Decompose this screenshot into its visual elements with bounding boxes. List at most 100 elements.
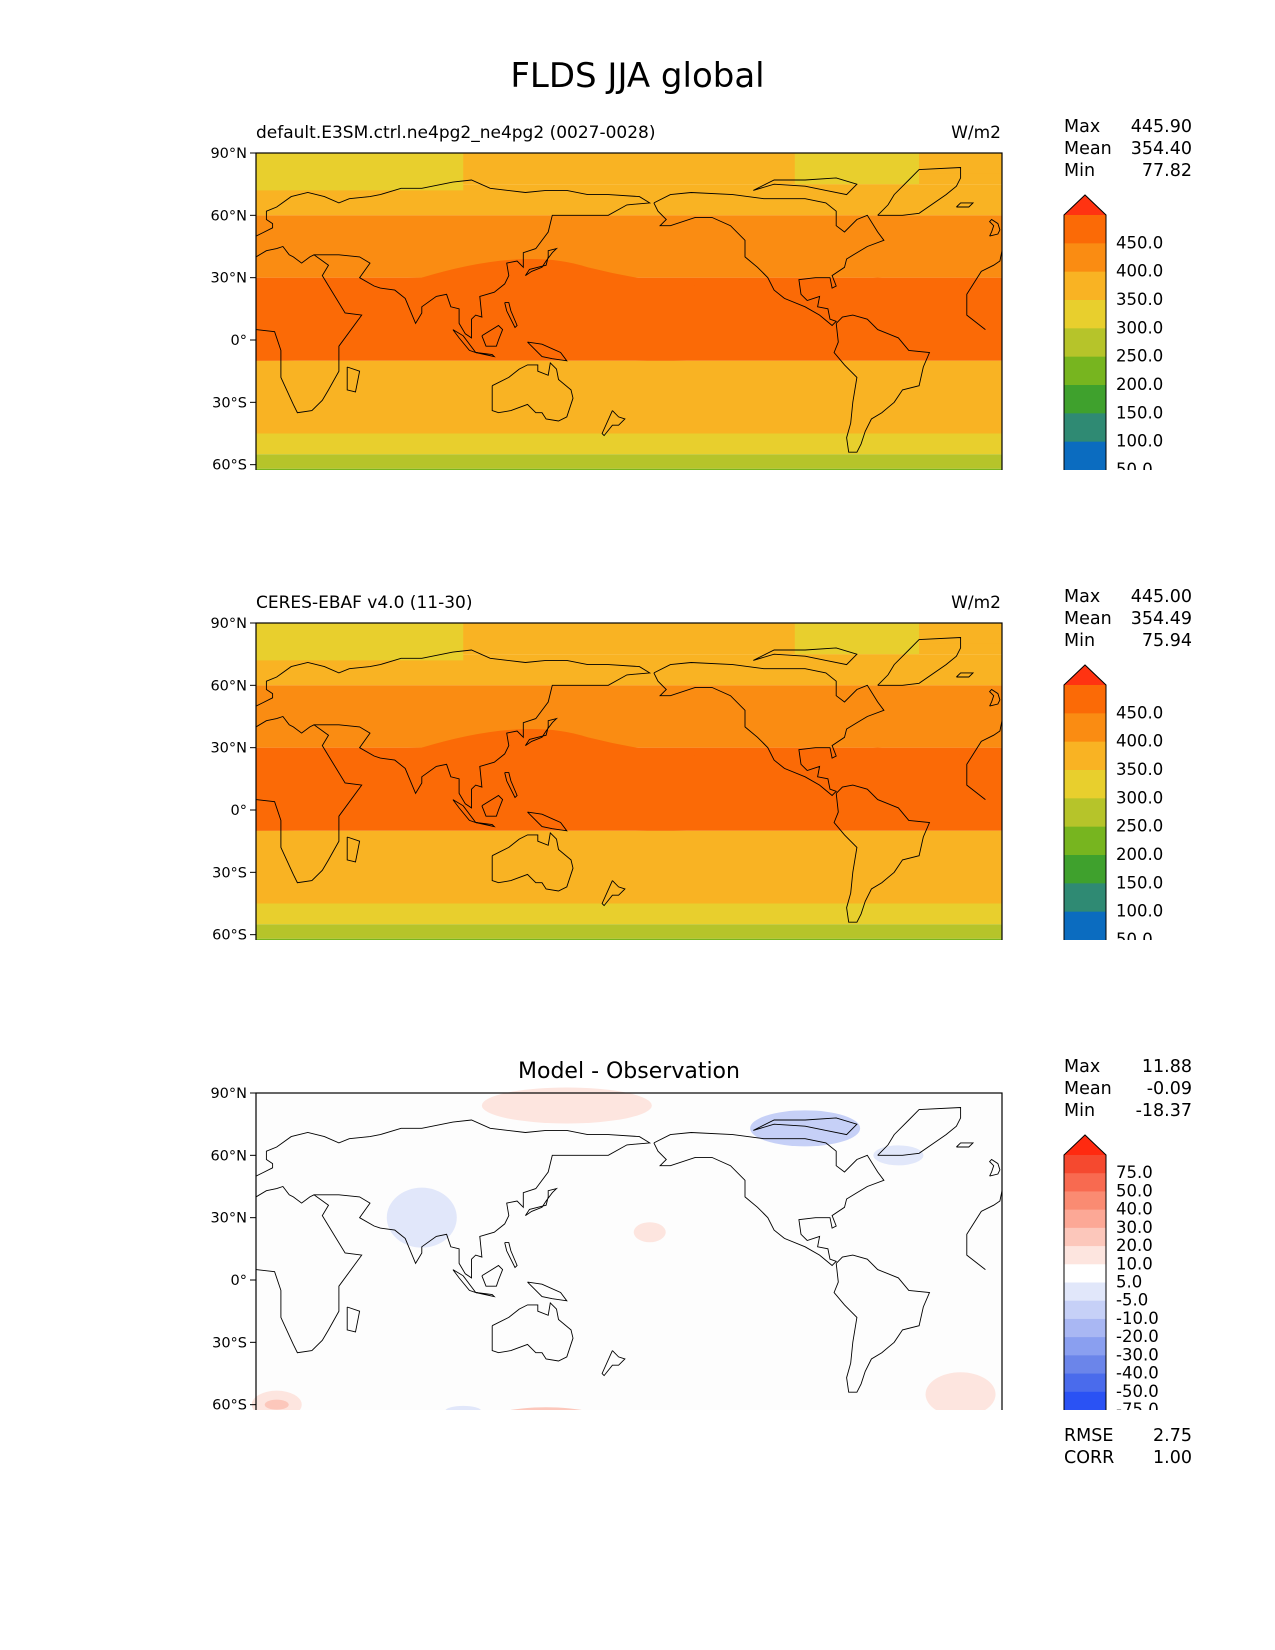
stat-label: Mean	[1064, 609, 1112, 629]
colorbar-tick-label: -10.0	[1116, 1309, 1159, 1328]
colorbar-segment	[1064, 713, 1106, 743]
field-band	[256, 360, 1002, 434]
coastline	[481, 794, 504, 817]
coastline	[504, 772, 518, 799]
colorbar-segment	[1064, 770, 1106, 799]
obs-panel: CERES-EBAF v4.0 (11-30) W/m2 90°N 60°N 30°…	[0, 470, 1275, 940]
anomaly-patch	[633, 1222, 666, 1243]
colorbar-segment	[1064, 1318, 1106, 1338]
stat-value: 445.00	[1130, 587, 1192, 607]
stat-value: 11.88	[1141, 1057, 1192, 1077]
coastline	[956, 1142, 975, 1148]
colorbar-tick-label: 30.0	[1116, 1218, 1153, 1237]
colorbar-tick-label: 400.0	[1116, 732, 1163, 751]
colorbar-segment	[1064, 300, 1106, 329]
coastline	[753, 177, 858, 196]
colorbar-tick-label: 5.0	[1116, 1273, 1142, 1292]
stat-value: -0.09	[1146, 1079, 1192, 1099]
colorbar-segment	[1064, 855, 1106, 884]
obs-map: 90°N60°N30°N0°30°S60°S90°S0°E60°E120°E18…	[210, 616, 1163, 940]
stat-value: 354.40	[1130, 139, 1192, 159]
colorbar-segment	[1064, 1191, 1106, 1211]
colorbar-segment	[1064, 911, 1106, 940]
coastline	[452, 329, 477, 354]
colorbar-segment	[1064, 1337, 1106, 1356]
coastline	[255, 1176, 363, 1354]
stat-label: Mean	[1064, 1079, 1112, 1099]
lat-tick-label: 60°S	[212, 458, 247, 470]
colorbar-segment	[1064, 271, 1106, 301]
coastline	[481, 324, 504, 347]
colorbar-tick-label: 50.0	[1116, 460, 1153, 470]
coastline	[255, 179, 652, 339]
metric-label: RMSE	[1064, 1426, 1114, 1446]
colorbar-tick-label: 350.0	[1116, 760, 1163, 779]
colorbar-segment	[1064, 883, 1106, 913]
coastline	[504, 302, 518, 329]
coastline	[491, 1301, 574, 1362]
anomaly-patch	[750, 1110, 861, 1147]
coastline	[653, 192, 885, 327]
colorbar-segment	[1064, 741, 1106, 771]
colorbar-segment	[1064, 685, 1106, 714]
diff-panel: Model - Observation 90°N 60°N 30°N 0° 30°S 60…	[0, 940, 1275, 1468]
colorbar-tick-label: 400.0	[1116, 262, 1163, 281]
panel-title: CERES-EBAF v4.0 (11-30)	[256, 593, 473, 613]
colorbar-segment	[1064, 1155, 1106, 1174]
lat-tick-label: 30°S	[212, 865, 247, 881]
field-band	[256, 433, 1002, 455]
field-band	[256, 903, 1002, 925]
anomaly-patch	[264, 1399, 289, 1410]
lat-tick-label: 60°S	[212, 928, 247, 940]
coastline	[504, 1242, 518, 1269]
coastline	[255, 649, 652, 809]
colorbar-tick-label: 200.0	[1116, 375, 1163, 394]
colorbar: 450.0 400.0 350.0 300.0 250.0 200.0 150.0 100.0…	[1063, 664, 1163, 940]
metric-value: 1.00	[1153, 1448, 1192, 1468]
model-map: 90°N60°N30°N0°30°S60°S90°S0°E60°E120°E18…	[210, 146, 1163, 470]
colorbar-tick-label: -50.0	[1116, 1382, 1159, 1401]
colorbar-segment	[1064, 441, 1106, 470]
anomaly-patch	[925, 1372, 996, 1410]
colorbar-tick-label: 450.0	[1116, 703, 1163, 722]
diff-map: 90°N60°N30°N0°30°S60°S90°S0°E60°E120°E18…	[210, 1086, 1159, 1410]
colorbar-tick-label: 250.0	[1116, 347, 1163, 366]
lat-tick-label: 30°N	[210, 1211, 247, 1227]
field-band	[256, 623, 464, 661]
coastline	[491, 361, 574, 422]
coastline	[833, 1254, 931, 1393]
anomaly-patch	[481, 1087, 652, 1124]
coastline	[346, 1306, 361, 1333]
stat-value: -18.37	[1135, 1101, 1192, 1121]
coastline	[475, 822, 496, 828]
panel-units: W/m2	[951, 123, 1001, 143]
colorbar-tick-label: 75.0	[1116, 1163, 1153, 1182]
colorbar-tick-label: 300.0	[1116, 788, 1163, 807]
colorbar-tick-label: 10.0	[1116, 1254, 1153, 1273]
colorbar-segment	[1064, 215, 1106, 244]
coastline	[753, 1117, 858, 1136]
colorbar-tick-label: -30.0	[1116, 1345, 1159, 1364]
contour-field	[256, 153, 1002, 470]
colorbar: 75.050.040.030.020.010.05.0-5.0-10.0-20.…	[1063, 1134, 1159, 1410]
colorbar-segment	[1064, 1373, 1106, 1393]
anomaly-patch	[386, 1187, 457, 1248]
coastline	[491, 831, 574, 892]
lat-tick-label: 0°	[231, 803, 247, 819]
colorbar-segment	[1064, 665, 1106, 685]
panel-stats: Max 445.00 Mean 354.49 Min 75.94	[1064, 586, 1192, 652]
contour-field	[251, 1087, 1002, 1410]
field-band	[256, 685, 1002, 748]
lat-tick-label: 60°N	[210, 1148, 247, 1164]
lat-tick-label: 0°	[231, 333, 247, 349]
colorbar-tick-label: 50.0	[1116, 930, 1153, 940]
panel-metrics: RMSE 2.75 CORR 1.00	[1064, 1425, 1192, 1469]
colorbar-outline	[1063, 664, 1107, 940]
colorbar-segment	[1064, 1135, 1106, 1155]
coastline	[966, 720, 1003, 800]
stat-value: 75.94	[1141, 631, 1192, 651]
colorbar: 450.0 400.0 350.0 300.0 250.0 200.0 150.0 100.0…	[1063, 194, 1163, 470]
stat-value: 77.82	[1141, 161, 1192, 181]
coastline	[525, 247, 559, 276]
coastline	[833, 314, 931, 453]
